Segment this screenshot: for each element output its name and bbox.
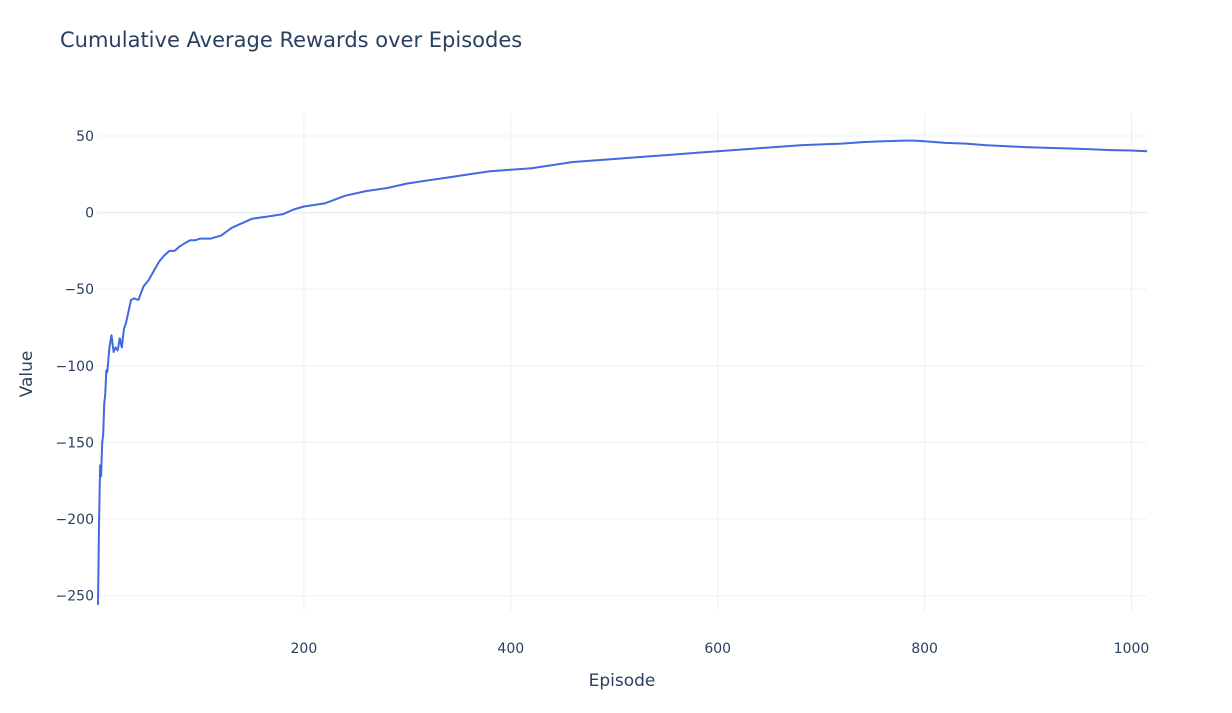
chart-title: Cumulative Average Rewards over Episodes: [60, 28, 523, 52]
tick-layer: 50 0 −50 −100 −150 −200 −250 200 400 600 800 1000: [56, 129, 1150, 657]
y-tick-label: −100: [56, 359, 94, 375]
y-axis-title: Value: [17, 351, 37, 398]
y-tick-label: −250: [56, 589, 94, 605]
x-tick-label: 400: [497, 641, 524, 657]
y-tick-label: −150: [56, 435, 94, 451]
y-tick-label: 50: [76, 129, 94, 145]
x-tick-label: 1000: [1114, 641, 1150, 657]
x-axis-title: Episode: [589, 671, 656, 691]
y-tick-label: 0: [85, 206, 94, 222]
line-layer: [97, 139, 1148, 605]
series-line: [97, 139, 1148, 605]
x-tick-label: 800: [911, 641, 938, 657]
y-tick-label: −50: [64, 282, 94, 298]
x-tick-label: 200: [291, 641, 318, 657]
y-tick-label: −200: [56, 512, 94, 528]
grid-layer: [97, 113, 1147, 611]
x-tick-label: 600: [704, 641, 731, 657]
